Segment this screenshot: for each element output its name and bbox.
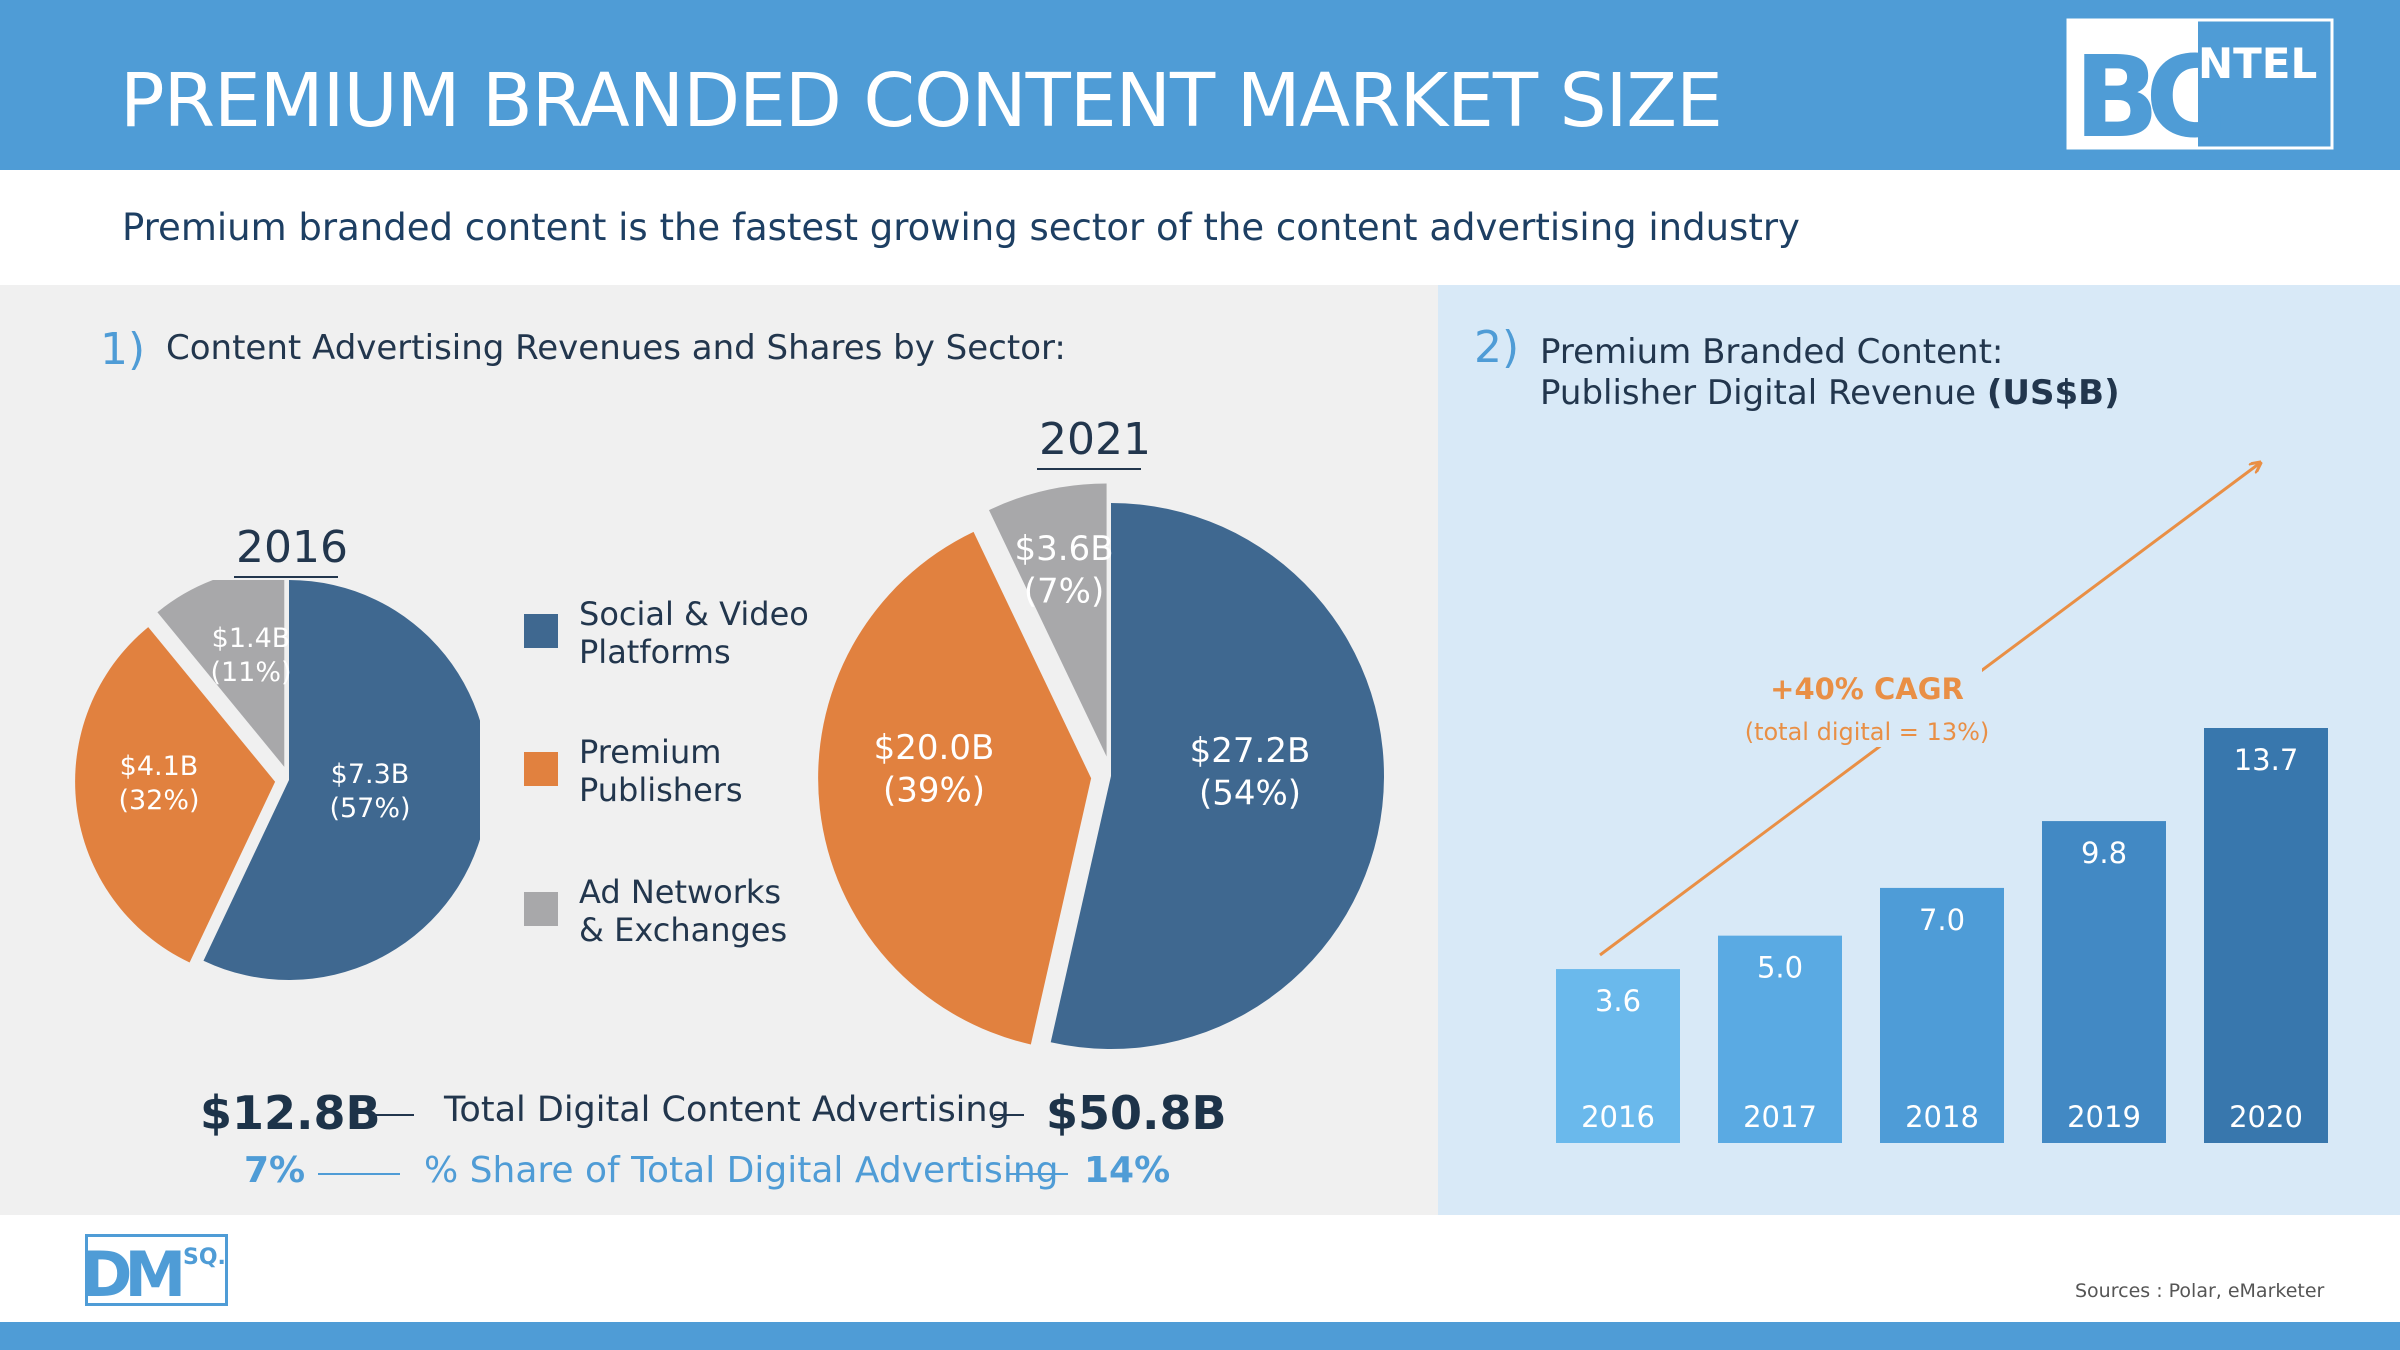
- pie-2016-share-label-social: (57%): [329, 793, 410, 824]
- pie-2021-slice-publishers: [818, 531, 1092, 1045]
- legend-adnetworks-line1: Ad Networks: [579, 873, 782, 911]
- pie-2021-slice-adnetworks: [989, 483, 1107, 757]
- pie-2016-value-label-adnetworks: $1.4B: [212, 623, 291, 654]
- subtitle: Premium branded content is the fastest g…: [122, 206, 1800, 249]
- bar-2016: [1556, 969, 1680, 1143]
- pie-2021-title: 2021: [1039, 414, 1151, 465]
- bar-category-label-2020: 2020: [2229, 1100, 2303, 1134]
- bar-category-label-2016: 2016: [1581, 1100, 1655, 1134]
- legend-item-adnetworks: Ad Networks & Exchanges: [579, 873, 787, 949]
- total-2021: $50.8B: [1046, 1086, 1227, 1140]
- pie-2021-value-label-publishers: $20.0B: [874, 728, 995, 768]
- pie-2021-share-label-social: (54%): [1199, 774, 1301, 814]
- legend-publishers-line1: Premium: [579, 733, 722, 771]
- bar-value-label-2020: 13.7: [2234, 743, 2299, 777]
- section-2-title-line1: Premium Branded Content:: [1540, 332, 2004, 372]
- bar-2018: [1880, 887, 2004, 1143]
- section-2-unit: (US$B): [1986, 373, 2120, 413]
- legend-social-line1: Social & Video: [579, 595, 809, 633]
- header-bar: [0, 0, 2400, 170]
- total-dash-right: [994, 1114, 1024, 1116]
- total-label: Total Digital Content Advertising: [444, 1090, 1010, 1130]
- bar-category-label-2017: 2017: [1743, 1100, 1817, 1134]
- share-label: % Share of Total Digital Advertising: [424, 1150, 1059, 1191]
- legend-item-social: Social & Video Platforms: [579, 595, 809, 671]
- legend-social-line2: Platforms: [579, 633, 731, 671]
- pie-2016-slice-social: [203, 580, 480, 980]
- cagr-label: +40% CAGR: [1770, 672, 1964, 706]
- legend-publishers-line2: Publishers: [579, 771, 743, 809]
- pie-2021-value-label-adnetworks: $3.6B: [1014, 529, 1113, 569]
- bar-2017: [1718, 935, 1842, 1143]
- pie-2021-slice-social: [1050, 503, 1385, 1049]
- pie-chart-2021: $27.2B(54%) $20.0B(39%) $3.6B(7%): [818, 483, 1385, 1049]
- bar-value-label-2017: 5.0: [1757, 951, 1803, 985]
- share-2016: 7%: [244, 1150, 306, 1191]
- section-2-title-text: Publisher Digital Revenue: [1540, 373, 1977, 413]
- legend-swatch-social: [524, 614, 558, 648]
- footer-bar: [0, 1322, 2400, 1350]
- share-dash-left: [318, 1173, 400, 1175]
- bar-2020: [2204, 728, 2328, 1143]
- bar-category-label-2019: 2019: [2067, 1100, 2141, 1134]
- pie-2021-title-underline: [1037, 468, 1141, 470]
- pie-2016-title-underline: [234, 576, 338, 578]
- page-title: PREMIUM BRANDED CONTENT MARKET SIZE: [120, 58, 1723, 144]
- pie-2021-share-label-adnetworks: (7%): [1024, 572, 1104, 612]
- bar-category-label-2018: 2018: [1905, 1100, 1979, 1134]
- section-1-number: 1): [100, 324, 146, 375]
- logo-sq-text: SQ.: [183, 1245, 226, 1270]
- pie-2016-share-label-publishers: (32%): [118, 785, 199, 816]
- total-dash-left: [374, 1114, 414, 1116]
- logo-main-text: BC: [2074, 33, 2221, 150]
- bar-value-label-2018: 7.0: [1919, 903, 1965, 937]
- cagr-label-backdrop: [1752, 655, 1982, 747]
- pie-2016-title: 2016: [236, 522, 348, 573]
- cagr-note: (total digital = 13%): [1745, 718, 1990, 746]
- pie-2016-value-label-social: $7.3B: [331, 759, 410, 790]
- bar-2019: [2042, 821, 2166, 1143]
- pie-2016-value-label-publishers: $4.1B: [120, 751, 199, 782]
- total-2016: $12.8B: [200, 1086, 381, 1140]
- bcintel-logo: BC NTEL: [2066, 18, 2334, 150]
- section-2-number: 2): [1474, 322, 1520, 373]
- share-dash-right: [1008, 1173, 1068, 1175]
- pie-chart-2016: $7.3B(57%) $4.1B(32%) $1.4B(11%): [75, 580, 480, 980]
- share-2021: 14%: [1084, 1150, 1171, 1191]
- pie-2016-share-label-adnetworks: (11%): [210, 657, 291, 688]
- legend-adnetworks-line2: & Exchanges: [579, 911, 788, 949]
- legend-item-publishers: Premium Publishers: [579, 733, 743, 809]
- logo-dm-text: DM: [85, 1238, 180, 1306]
- section-2-title-line2: Publisher Digital Revenue (US$B): [1540, 373, 2120, 413]
- pie-2016-slice-adnetworks: [157, 580, 285, 767]
- section-1-title: Content Advertising Revenues and Shares …: [166, 328, 1066, 368]
- sources-note: Sources : Polar, eMarketer: [2075, 1280, 2325, 1302]
- pie-2021-share-label-publishers: (39%): [883, 771, 985, 811]
- legend-swatch-publishers: [524, 752, 558, 786]
- bar-value-label-2019: 9.8: [2081, 836, 2127, 870]
- logo-small-text: NTEL: [2198, 39, 2317, 88]
- bar-chart-revenue: 3.6 2016 5.0 2017 7.0 2018 9.8 2019 13.7 2020 +40…: [1556, 285, 2328, 1143]
- pie-2016-slice-publishers: [75, 627, 276, 963]
- bar-value-label-2016: 3.6: [1595, 984, 1641, 1018]
- legend-swatch-adnetworks: [524, 892, 558, 926]
- dmsq-logo: DM SQ.: [85, 1234, 228, 1306]
- pie-2021-value-label-social: $27.2B: [1190, 731, 1311, 771]
